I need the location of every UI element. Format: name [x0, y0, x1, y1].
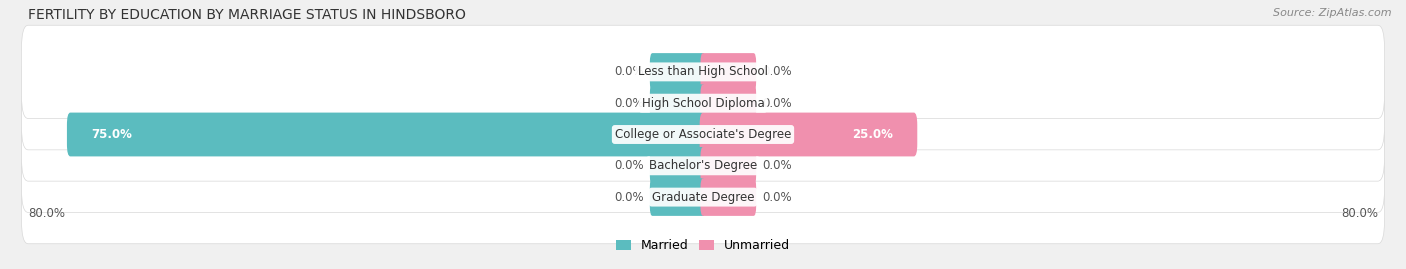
FancyBboxPatch shape: [650, 147, 706, 185]
FancyBboxPatch shape: [650, 53, 706, 91]
FancyBboxPatch shape: [700, 84, 756, 122]
Text: High School Diploma: High School Diploma: [641, 97, 765, 110]
Text: 75.0%: 75.0%: [91, 128, 132, 141]
FancyBboxPatch shape: [650, 84, 706, 122]
Text: 0.0%: 0.0%: [762, 159, 792, 172]
Text: Graduate Degree: Graduate Degree: [652, 191, 754, 204]
FancyBboxPatch shape: [21, 150, 1385, 244]
Text: 80.0%: 80.0%: [28, 207, 65, 220]
Text: 0.0%: 0.0%: [614, 159, 644, 172]
Text: 80.0%: 80.0%: [1341, 207, 1378, 220]
FancyBboxPatch shape: [700, 147, 756, 185]
Text: 25.0%: 25.0%: [852, 128, 893, 141]
Text: FERTILITY BY EDUCATION BY MARRIAGE STATUS IN HINDSBORO: FERTILITY BY EDUCATION BY MARRIAGE STATU…: [28, 8, 465, 22]
Text: 0.0%: 0.0%: [762, 97, 792, 110]
FancyBboxPatch shape: [21, 25, 1385, 119]
Text: 0.0%: 0.0%: [762, 65, 792, 78]
FancyBboxPatch shape: [700, 178, 756, 216]
Text: 0.0%: 0.0%: [614, 97, 644, 110]
Text: Bachelor's Degree: Bachelor's Degree: [650, 159, 756, 172]
FancyBboxPatch shape: [700, 113, 917, 156]
Text: 0.0%: 0.0%: [614, 191, 644, 204]
FancyBboxPatch shape: [700, 53, 756, 91]
FancyBboxPatch shape: [650, 178, 706, 216]
FancyBboxPatch shape: [21, 56, 1385, 150]
FancyBboxPatch shape: [67, 113, 706, 156]
Text: 0.0%: 0.0%: [614, 65, 644, 78]
Text: College or Associate's Degree: College or Associate's Degree: [614, 128, 792, 141]
Legend: Married, Unmarried: Married, Unmarried: [616, 239, 790, 252]
FancyBboxPatch shape: [21, 88, 1385, 181]
Text: Source: ZipAtlas.com: Source: ZipAtlas.com: [1274, 8, 1392, 18]
FancyBboxPatch shape: [21, 119, 1385, 213]
Text: Less than High School: Less than High School: [638, 65, 768, 78]
Text: 0.0%: 0.0%: [762, 191, 792, 204]
